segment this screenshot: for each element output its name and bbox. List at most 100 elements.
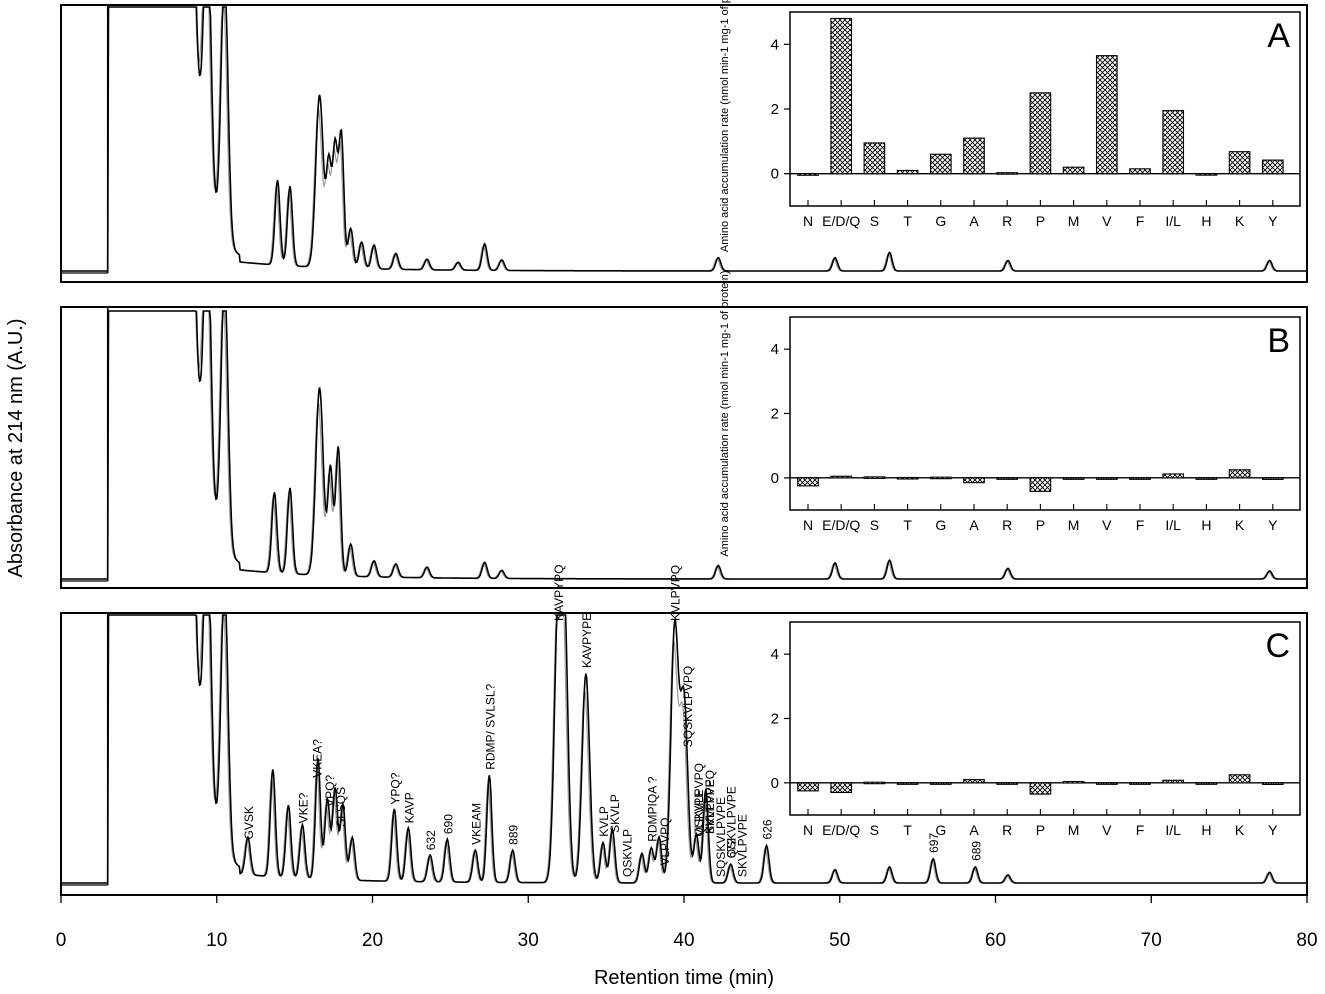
inset-y-tick-label: 2 [771,406,779,423]
inset-category-label: Y [1268,213,1278,229]
peak-label: SKVLP [608,794,622,833]
inset-category-label: F [1136,822,1145,838]
peak-label: 697 [927,833,941,853]
peak-label: QSKVLPVPQ [692,763,706,836]
inset-category-label: G [935,213,946,229]
peak-label: VLPVPE [692,790,706,837]
inset-category-label: H [1201,213,1211,229]
inset-bar [1162,473,1185,479]
x-tick-label: 70 [1141,930,1162,951]
inset-bar [996,782,1019,785]
inset-y-axis-label: Amino acid accumulation rate (nmol min-1… [719,270,731,556]
inset-category-label: P [1036,822,1045,838]
peak-label: SQSKVLPVPQ [681,666,695,747]
inset-bar [1129,477,1151,480]
inset-bar [1261,477,1284,480]
inset-bar [1195,782,1218,785]
inset-bar [1129,782,1151,785]
trace-sample [61,310,1307,580]
inset-bar [1029,477,1052,492]
inset-bar [896,782,919,785]
inset-category-label: M [1068,517,1080,533]
inset-category-label: K [1235,822,1245,838]
inset-bar [1162,110,1185,175]
inset-bar [830,782,853,794]
inset-category-label: A [969,517,979,533]
panel-letter: B [1267,322,1290,360]
x-tick-label: 0 [56,930,67,951]
peak-label: QSKVLP [620,829,634,877]
inset-category-label: I/L [1165,517,1181,533]
inset-category-label: M [1068,213,1080,229]
peak-label: 626 [761,819,775,839]
x-tick-label: 60 [985,930,1006,951]
inset-bar [896,476,919,480]
peak-label: QSKVLPVPE [725,786,739,858]
x-tick-label: 50 [829,930,850,951]
peak-label: KAVP [402,792,416,823]
inset-y-tick-label: 2 [771,711,779,728]
inset-bar [929,782,952,785]
inset-category-label: E/D/Q [822,213,860,229]
inset-bar [863,476,886,479]
peak-label: SLSQS [334,787,348,827]
peak-label: 632 [424,830,438,850]
inset-category-label: I/L [1165,213,1181,229]
peak-label: GVSK [242,806,256,839]
inset-y-tick-label: 0 [771,775,779,792]
x-tick-label: 20 [362,930,383,951]
y-axis-label: Absorbance at 214 nm (A.U.) [5,318,27,577]
peak-label: KAVPYPE [580,613,594,668]
panel-B: 0 2 4 N E/D/Q S T G A R P M V F I/L H K Y B Amino acid accu… [60,270,1308,589]
peak-label: 672 [725,838,739,858]
inset-y-tick-label: 0 [771,166,779,183]
inset-bar [797,782,819,792]
inset-bar [929,153,952,175]
x-tick-label: 80 [1296,930,1317,951]
inset-bar [963,477,985,484]
inset-B: 0 2 4 N E/D/Q S T G A R P M V F I/L H K Y B Amino acid accu… [719,270,1301,557]
inset-A: 0 2 4 N E/D/Q S T G A R P M V F I/L H K Y A Amino acid accu… [719,0,1301,252]
inset-category-label: N [803,517,813,533]
inset-category-label: V [1102,213,1112,229]
inset-bar [1195,477,1218,480]
inset-category-label: E/D/Q [822,822,860,838]
inset-category-label: F [1136,517,1145,533]
inset-category-label: H [1201,517,1211,533]
inset-bar [863,781,886,785]
inset-category-label: N [803,213,813,229]
panel-A: 0 2 4 N E/D/Q S T G A R P M V F I/L H K Y A Amino acid accu… [60,0,1308,283]
inset-category-label: I/L [1165,822,1181,838]
inset-bar [929,476,952,480]
peak-label: YPQ? [388,772,402,804]
peak-label: KVLP [597,806,611,837]
inset-category-label: Y [1268,822,1278,838]
peak-label: VKEA? [310,739,324,778]
panel-C: 0 2 4 N E/D/Q S T G A R P M V F I/L H K Y C GVSK VKE?VKEA?VP… [60,565,1308,896]
inset-category-label: R [1002,517,1012,533]
peak-label: 690 [441,814,455,834]
inset-category-label: P [1036,517,1045,533]
inset-bar [1261,159,1284,175]
peak-label: SKVLPVPQ [703,770,717,834]
inset-bar [963,137,985,175]
peak-label: 889 [507,824,521,844]
peak-label: VPQ? [323,775,337,807]
inset-category-label: S [870,213,879,229]
peak-label: RDMP/ SVLSL? [483,683,497,769]
inset-category-label: R [1002,213,1012,229]
inset-category-label: G [935,822,946,838]
inset-y-tick-label: 4 [771,341,779,358]
panel-letter: A [1267,17,1290,55]
inset-bar [863,142,886,175]
inset-bar [797,173,819,176]
inset-category-label: T [903,517,912,533]
inset-bar [1062,780,1085,784]
inset-category-label: A [969,822,979,838]
inset-category-label: T [903,822,912,838]
inset-bar [1029,92,1052,175]
x-tick-label: 40 [673,930,694,951]
x-tick-label: 10 [206,930,227,951]
